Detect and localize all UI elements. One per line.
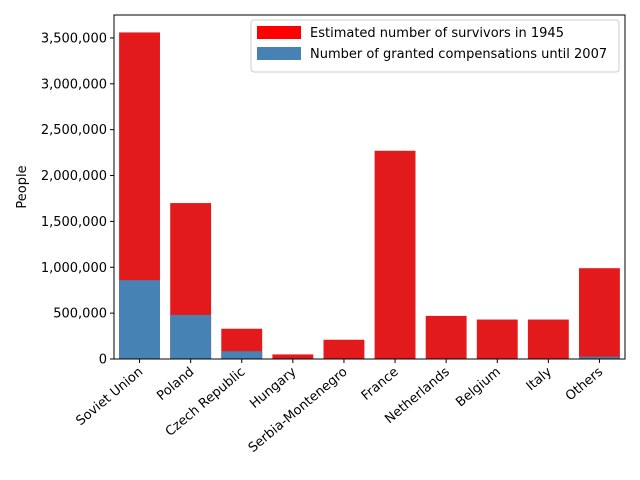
x-tick-label: Others	[563, 364, 606, 404]
y-axis-ticks: 0 500,000 1,000,000 1,500,000 2,000,000 2,500…	[41, 31, 114, 368]
bar-survivors-hungary	[272, 354, 314, 359]
y-tick-label: 3,000,000	[41, 77, 107, 92]
legend-box	[250, 19, 620, 73]
y-tick-label: 500,000	[53, 307, 107, 322]
x-tick-label: Soviet Union	[73, 365, 146, 429]
bar-survivors-france	[374, 150, 416, 359]
legend-label-compensations: Number of granted compensations until 20…	[310, 47, 607, 62]
x-tick-label: Serbia-Montenegro	[246, 365, 351, 456]
bar-survivors-belgium	[476, 319, 518, 359]
bar-survivors-serbia-montenegro	[323, 339, 365, 359]
x-tick-label: Poland	[154, 365, 197, 404]
x-tick-label: Belgium	[453, 365, 503, 411]
y-tick-label: 2,500,000	[41, 123, 107, 138]
y-tick-label: 1,000,000	[41, 261, 107, 276]
bar-survivors-others	[579, 268, 620, 359]
x-tick-label: France	[359, 365, 402, 404]
bar-survivors-italy	[527, 319, 569, 359]
legend-swatch-survivors	[257, 26, 301, 39]
axes-layer	[113, 14, 626, 360]
bars-layer	[119, 32, 620, 360]
y-tick-label: 2,000,000	[41, 169, 107, 184]
bar-compensations-others	[579, 356, 620, 359]
legend: Estimated number of survivors in 1945 Nu…	[250, 19, 620, 73]
bar-survivors-netherlands	[425, 315, 467, 359]
y-tick-label: 1,500,000	[41, 215, 107, 230]
bar-compensations-soviet-union	[119, 280, 160, 359]
y-axis-label: People	[15, 165, 30, 208]
x-tick-label: Italy	[524, 364, 555, 394]
y-tick-label: 3,500,000	[41, 31, 107, 46]
bar-compensations-poland	[170, 314, 212, 359]
bar-compensations-czech-republic	[221, 351, 263, 359]
y-tick-label: 0	[99, 353, 107, 368]
plot-frame	[113, 14, 626, 360]
legend-swatch-compensations	[257, 47, 301, 60]
legend-label-survivors: Estimated number of survivors in 1945	[310, 26, 564, 41]
